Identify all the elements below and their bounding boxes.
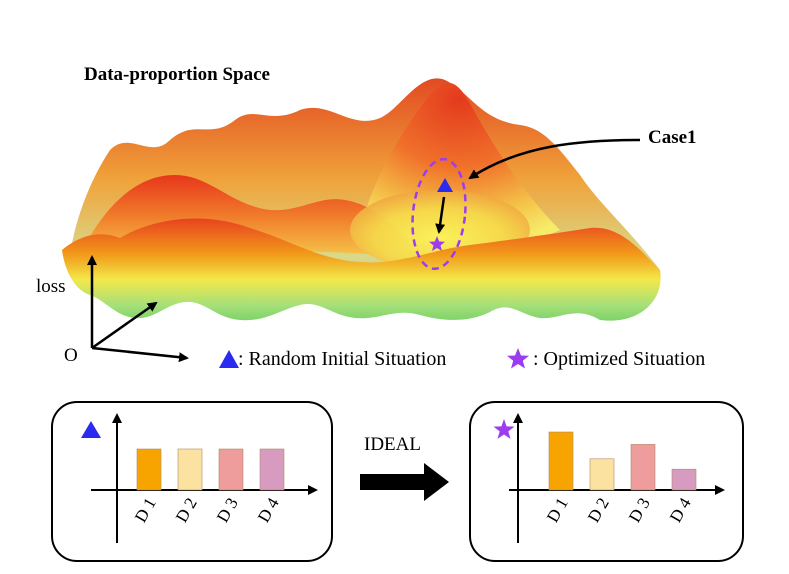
legend-triangle-icon — [219, 350, 239, 368]
legend-triangle-text: : Random Initial Situation — [238, 348, 447, 370]
origin-label: O — [64, 345, 78, 366]
landscape-title: Data-proportion Space — [84, 64, 270, 85]
bar-4 — [259, 448, 285, 491]
initial-proportion-panel: D 1 D 2 D 3 D 4 — [51, 401, 333, 562]
initial-point-triangle — [437, 178, 453, 192]
optimization-arrow — [435, 196, 446, 234]
bar-3 — [218, 448, 244, 491]
tick-label-4: D 4 — [254, 494, 283, 526]
tick-label-2: D 2 — [584, 494, 613, 525]
tick-label-4: D 4 — [666, 494, 695, 526]
loss-axis-label: loss — [36, 276, 66, 297]
bar-1 — [136, 448, 162, 491]
bar-4 — [671, 468, 697, 491]
case-highlight-ellipse — [411, 157, 467, 271]
axis-x — [91, 346, 189, 363]
optimized-point-star — [429, 236, 445, 251]
landscape-front-surface — [62, 218, 661, 321]
bar-3 — [630, 444, 656, 491]
optimized-proportion-panel: D 1 D 2 D 3 D 4 — [469, 401, 744, 562]
initial-proportion-chart: D 1 D 2 D 3 D 4 — [81, 413, 318, 543]
legend-star-icon — [507, 348, 529, 369]
tick-label-3: D 3 — [625, 494, 654, 525]
case-pointer-arrow — [468, 138, 641, 180]
ideal-label: IDEAL — [364, 434, 421, 455]
axis-depth — [91, 301, 158, 350]
bar-1 — [548, 431, 574, 491]
bar-2 — [177, 448, 203, 491]
case-label: Case1 — [648, 127, 697, 148]
tick-label-3: D 3 — [213, 494, 242, 525]
legend-star-text: : Optimized Situation — [533, 348, 706, 370]
bar-2 — [589, 458, 615, 491]
panel-star-icon — [493, 419, 515, 439]
optimized-proportion-chart: D 1 D 2 D 3 D 4 — [493, 413, 725, 543]
tick-label-2: D 2 — [172, 494, 201, 525]
panel-triangle-icon — [81, 421, 101, 438]
tick-label-1: D 1 — [131, 494, 160, 525]
ideal-arrow — [360, 463, 449, 501]
tick-label-1: D 1 — [543, 494, 572, 525]
